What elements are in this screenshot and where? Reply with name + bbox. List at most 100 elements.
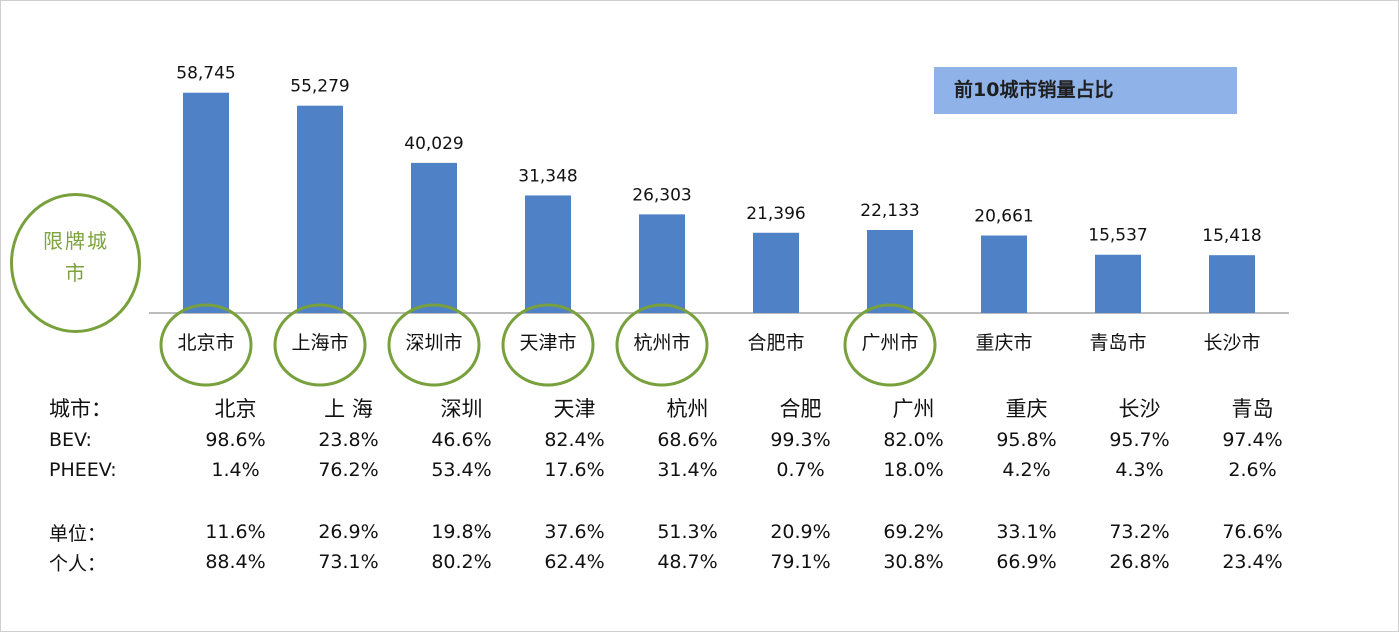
table-spacer-cell — [49, 485, 1309, 517]
city-header-row-cell-8: 长沙 — [1118, 397, 1161, 421]
stats-row-2-label: 单位： — [49, 522, 107, 545]
category-label-2: 深圳市 — [405, 332, 462, 354]
highlight-circle-4 — [615, 303, 709, 387]
city-header-row-cell-7: 重庆 — [1005, 397, 1048, 421]
bar-7 — [981, 235, 1027, 313]
stats-row-2-cell-8: 73.2% — [1109, 521, 1170, 543]
stats-row-2-cell-2: 19.8% — [431, 521, 492, 543]
bar-6 — [867, 230, 913, 313]
data-label-3: 31,348 — [518, 166, 577, 186]
category-label-9: 长沙市 — [1203, 332, 1260, 354]
highlight-circle-0 — [159, 303, 253, 387]
city-header-row: 城市： 北京 上 海 深圳 天津 杭州 合肥 广州 重庆 长沙 青岛 — [49, 391, 1309, 425]
city-header-row-cell-3: 天津 — [553, 397, 596, 421]
data-label-1: 55,279 — [290, 77, 349, 97]
stats-row-1-cell-9: 2.6% — [1228, 459, 1277, 481]
stats-row-0-cell-6: 82.0% — [883, 429, 944, 451]
stats-row-1-label: PHEEV: — [49, 459, 117, 481]
city-header-row-cell-9: 青岛 — [1231, 397, 1274, 421]
stats-row-3-cell-1: 73.1% — [318, 551, 379, 573]
bar-4 — [639, 214, 685, 313]
data-label-7: 20,661 — [974, 207, 1033, 227]
stats-row-0-cell-1: 23.8% — [318, 429, 379, 451]
chart-title-box: 前10城市销量占比 — [934, 67, 1237, 114]
city-header-row-cell-4: 杭州 — [666, 397, 709, 421]
bar-3 — [525, 195, 571, 313]
stats-row-2-cell-1: 26.9% — [318, 521, 379, 543]
category-label-4: 杭州市 — [633, 332, 690, 354]
restricted-city-circle — [10, 193, 141, 333]
city-header-row-cell-6: 广州 — [892, 397, 935, 421]
stats-row-3-cell-5: 79.1% — [770, 551, 831, 573]
stats-row-3-cell-3: 62.4% — [544, 551, 605, 573]
stats-row-1-cell-8: 4.3% — [1115, 459, 1164, 481]
stats-row-2: 单位： 11.6% 26.9% 19.8% 37.6% 51.3% 20.9% 69.2% 33… — [49, 517, 1309, 547]
stats-row-0: BEV: 98.6% 23.8% 46.6% 82.4% 68.6% 99.3% 82.0% 9… — [49, 425, 1309, 455]
stats-row-3-cell-8: 26.8% — [1109, 551, 1170, 573]
stats-row-2-cell-0: 11.6% — [205, 521, 266, 543]
city-stats-table: 城市： 北京 上 海 深圳 天津 杭州 合肥 广州 重庆 长沙 青岛 BEV: 98.6% 23.8% 46… — [49, 391, 1309, 577]
stats-row-3-cell-4: 48.7% — [657, 551, 718, 573]
stats-row-3-cell-2: 80.2% — [431, 551, 492, 573]
data-label-6: 22,133 — [860, 201, 919, 221]
stats-row-0-cell-3: 82.4% — [544, 429, 605, 451]
bar-8 — [1095, 254, 1141, 313]
restricted-city-label: 限牌城市 — [43, 229, 109, 285]
stats-row-3-cell-0: 88.4% — [205, 551, 266, 573]
stats-row-1: PHEEV: 1.4% 76.2% 53.4% 17.6% 31.4% 0.7% 18.0% 4… — [49, 455, 1309, 485]
stats-row-1-cell-5: 0.7% — [776, 459, 825, 481]
category-label-0: 北京市 — [177, 332, 234, 354]
highlight-circle-6 — [843, 303, 937, 387]
stats-row-1-cell-2: 53.4% — [431, 459, 492, 481]
stats-row-0-cell-2: 46.6% — [431, 429, 492, 451]
bar-9 — [1209, 255, 1255, 313]
data-label-9: 15,418 — [1202, 226, 1261, 246]
data-label-5: 21,396 — [746, 204, 805, 224]
city-header-row-cell-0: 北京 — [214, 397, 257, 421]
bar-2 — [411, 162, 457, 313]
category-label-5: 合肥市 — [747, 332, 804, 354]
stats-row-1-cell-4: 31.4% — [657, 459, 718, 481]
stats-row-2-cell-6: 69.2% — [883, 521, 944, 543]
bar-5 — [753, 232, 799, 313]
highlight-circle-1 — [273, 303, 367, 387]
stats-row-0-cell-7: 95.8% — [996, 429, 1057, 451]
stats-row-0-label: BEV: — [49, 429, 92, 451]
stats-row-0-cell-8: 95.7% — [1109, 429, 1170, 451]
stats-row-2-cell-9: 76.6% — [1222, 521, 1283, 543]
stats-row-1-cell-1: 76.2% — [318, 459, 379, 481]
stats-row-1-cell-7: 4.2% — [1002, 459, 1051, 481]
city-header-row-cell-2: 深圳 — [440, 397, 483, 421]
stats-row-1-cell-0: 1.4% — [211, 459, 260, 481]
category-label-6: 广州市 — [861, 332, 918, 354]
stats-row-2-cell-5: 20.9% — [770, 521, 831, 543]
stats-row-3: 个人： 88.4% 73.1% 80.2% 62.4% 48.7% 79.1% 30.8% 66… — [49, 547, 1309, 577]
category-label-8: 青岛市 — [1089, 332, 1146, 354]
data-label-2: 40,029 — [404, 134, 463, 154]
highlight-circle-2 — [387, 303, 481, 387]
data-label-4: 26,303 — [632, 185, 691, 205]
stats-row-0-cell-5: 99.3% — [770, 429, 831, 451]
stats-row-1-cell-3: 17.6% — [544, 459, 605, 481]
bar-1 — [297, 105, 343, 313]
highlight-circle-3 — [501, 303, 595, 387]
stats-row-3-label: 个人： — [49, 552, 107, 575]
stats-row-3-cell-9: 23.4% — [1222, 551, 1283, 573]
table-spacer — [49, 485, 1309, 517]
category-label-1: 上海市 — [291, 332, 348, 354]
category-label-7: 重庆市 — [975, 332, 1032, 354]
stats-row-2-cell-7: 33.1% — [996, 521, 1057, 543]
stats-row-1-cell-6: 18.0% — [883, 459, 944, 481]
stats-row-0-cell-0: 98.6% — [205, 429, 266, 451]
stats-row-3-cell-7: 66.9% — [996, 551, 1057, 573]
stats-row-3-cell-6: 30.8% — [883, 551, 944, 573]
data-label-8: 15,537 — [1088, 226, 1147, 246]
stats-row-0-cell-9: 97.4% — [1222, 429, 1283, 451]
bar-0 — [183, 92, 229, 313]
data-label-0: 58,745 — [176, 64, 235, 84]
stats-row-2-cell-3: 37.6% — [544, 521, 605, 543]
stats-row-2-cell-4: 51.3% — [657, 521, 718, 543]
city-header-row-cell-5: 合肥 — [779, 397, 822, 421]
